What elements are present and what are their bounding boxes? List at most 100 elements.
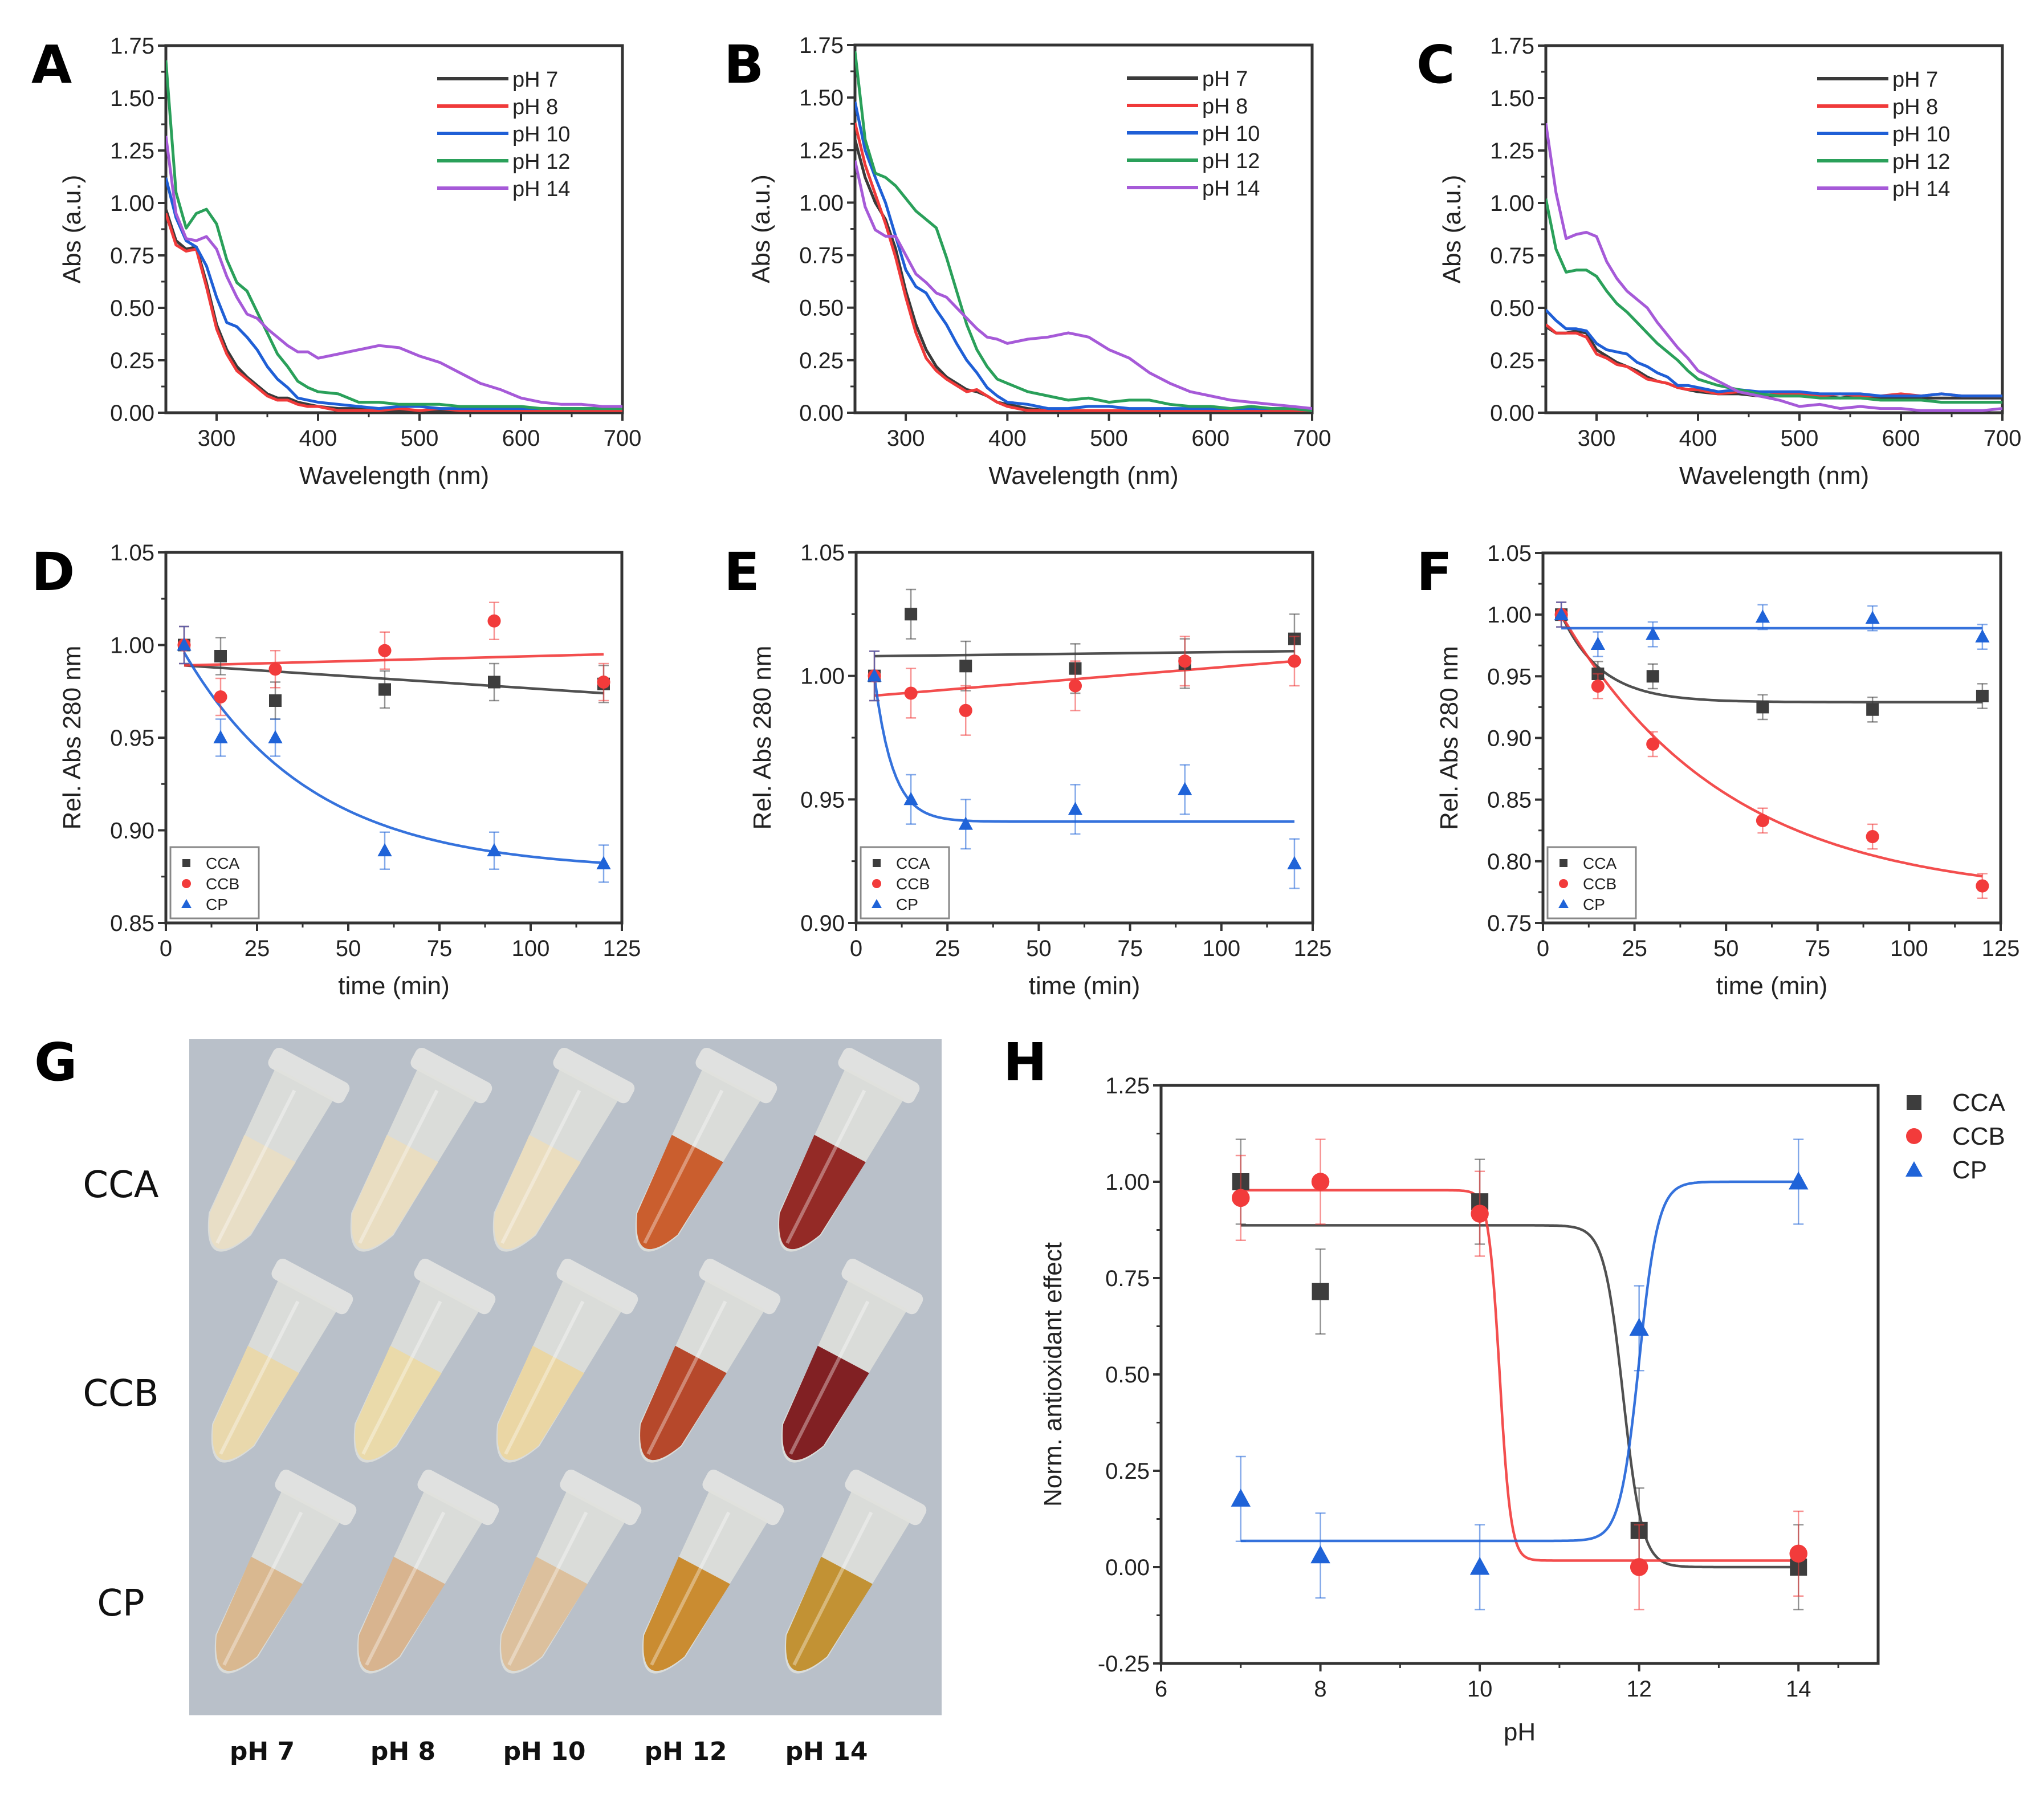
photo-sample-tubes: CCA CCB CP pH 7 pH 8 pH 10 pH 12 pH 14 — [83, 1039, 942, 1766]
fit-line-ccb — [1240, 1189, 1799, 1562]
y-axis-title: Abs (a.u.) — [58, 175, 86, 284]
fit-line-ccb — [874, 660, 1295, 697]
x-tick-label: 300 — [198, 426, 236, 451]
tube-cap — [414, 1259, 496, 1315]
series-line-ph8 — [166, 213, 622, 412]
data-point-cca — [378, 683, 391, 696]
x-tick-label: 600 — [1191, 426, 1229, 451]
y-tick-label: 0.95 — [1487, 664, 1532, 689]
fit-line-cp — [183, 652, 604, 864]
y-tick-label: 0.25 — [1490, 348, 1534, 373]
x-axis-title: time (min) — [1029, 972, 1141, 1000]
x-axis-title: time (min) — [1716, 972, 1828, 1000]
data-point-cp — [596, 856, 611, 869]
legend-label: pH 10 — [1892, 123, 1950, 147]
x-tick-label: 700 — [604, 426, 642, 451]
x-tick-label: 12 — [1626, 1677, 1652, 1702]
tube-highlight — [785, 1089, 866, 1244]
y-tick-label: 0.85 — [1487, 788, 1532, 813]
sample-tube — [350, 1048, 492, 1252]
y-tick-label: 0.90 — [110, 819, 154, 844]
legend-label: CCA — [1583, 855, 1617, 872]
sample-tube — [638, 1259, 781, 1463]
tube-highlight — [219, 1300, 300, 1455]
x-tick-label: 700 — [1293, 426, 1332, 451]
series-line-ph10 — [855, 101, 1312, 412]
y-tick-label: 1.05 — [110, 540, 154, 566]
series-line-ph8 — [1546, 323, 2002, 398]
legend-label: pH 14 — [512, 177, 570, 201]
x-tick-label: 100 — [512, 936, 550, 961]
data-point-cp — [1755, 609, 1770, 623]
data-point-ccb — [1646, 737, 1660, 751]
tube-cap — [410, 1048, 492, 1104]
plot-area — [873, 650, 1295, 823]
tube-cap — [838, 1048, 920, 1104]
data-point-ccb — [214, 690, 227, 704]
data-point-cca — [1976, 689, 1989, 702]
legend-marker-cp — [1558, 899, 1569, 908]
legend-label: CCB — [896, 875, 930, 893]
fit-line-cp — [873, 676, 1294, 823]
y-tick-label: 0.25 — [799, 348, 844, 373]
series-line-ph8 — [855, 122, 1312, 412]
y-tick-label: 0.75 — [1487, 911, 1532, 936]
plot-area — [1240, 1180, 1799, 1569]
legend-label: pH 8 — [512, 95, 558, 119]
legend-label: pH 7 — [512, 68, 558, 92]
x-tick-label: 400 — [1679, 426, 1717, 451]
data-point-ccb — [1232, 1189, 1250, 1207]
x-tick-label: 500 — [1090, 426, 1128, 451]
tube-liquid — [498, 1345, 584, 1461]
y-tick-label: 1.00 — [799, 190, 844, 215]
series-line-ph14 — [1546, 123, 2002, 412]
sample-tube — [214, 1470, 357, 1674]
tube-cap — [560, 1470, 642, 1525]
legend-marker-cp — [1905, 1161, 1923, 1177]
legend-marker-cp — [181, 899, 192, 908]
fit-line-cca — [874, 650, 1295, 658]
data-point-ccb — [487, 614, 501, 628]
y-tick-label: 0.95 — [800, 787, 845, 812]
tube-liquid — [644, 1556, 730, 1671]
x-tick-label: 300 — [1578, 426, 1616, 451]
legend-marker-cp — [872, 899, 882, 908]
data-point-cp — [1865, 611, 1880, 624]
sample-tube — [492, 1048, 635, 1252]
fit-line-cp — [1240, 1180, 1799, 1543]
col-label-ph10: pH 10 — [503, 1737, 586, 1766]
x-axis-title: pH — [1504, 1718, 1536, 1746]
y-tick-label: 1.25 — [110, 139, 154, 164]
x-tick-label: 50 — [1713, 936, 1739, 961]
tube-liquid — [216, 1556, 303, 1671]
data-point-ccb — [1068, 679, 1082, 693]
fit-line-cca — [1240, 1224, 1799, 1569]
fit-line-ccb — [1560, 614, 1983, 878]
legend-label: CCA — [1952, 1089, 2006, 1117]
panel-label-f: F — [1416, 542, 1452, 603]
data-point-ccb — [1591, 680, 1605, 693]
y-tick-label: 0.50 — [799, 296, 844, 321]
col-label-ph7: pH 7 — [230, 1737, 295, 1766]
chart-c-uv-vis-spectra: 0.00 0.25 0.50 0.75 1.00 1.25 1.50 1.75 300 400 50… — [1438, 34, 2021, 490]
tube-cap — [275, 1470, 357, 1525]
sample-tube — [357, 1470, 499, 1674]
series-line-ph12 — [1546, 198, 2002, 404]
tube-highlight — [500, 1089, 581, 1244]
y-tick-label: 1.50 — [1490, 86, 1534, 111]
y-tick-label: 0.75 — [1490, 243, 1534, 269]
x-tick-label: 50 — [1026, 936, 1052, 961]
tube-highlight — [365, 1511, 446, 1666]
series-line-ph10 — [166, 177, 622, 410]
legend-label: pH 10 — [1202, 122, 1260, 146]
legend-marker-cca — [182, 859, 190, 867]
x-tick-label: 125 — [603, 936, 641, 961]
legend-label: pH 10 — [512, 123, 570, 147]
legend-label: CCB — [1952, 1122, 2005, 1150]
tube-cap — [845, 1470, 927, 1525]
tube-liquid — [359, 1556, 445, 1671]
y-tick-label: 0.00 — [799, 401, 844, 426]
x-tick-label: 6 — [1155, 1677, 1167, 1702]
x-axis-title: time (min) — [338, 972, 450, 1000]
data-point-cp — [1469, 1557, 1490, 1575]
